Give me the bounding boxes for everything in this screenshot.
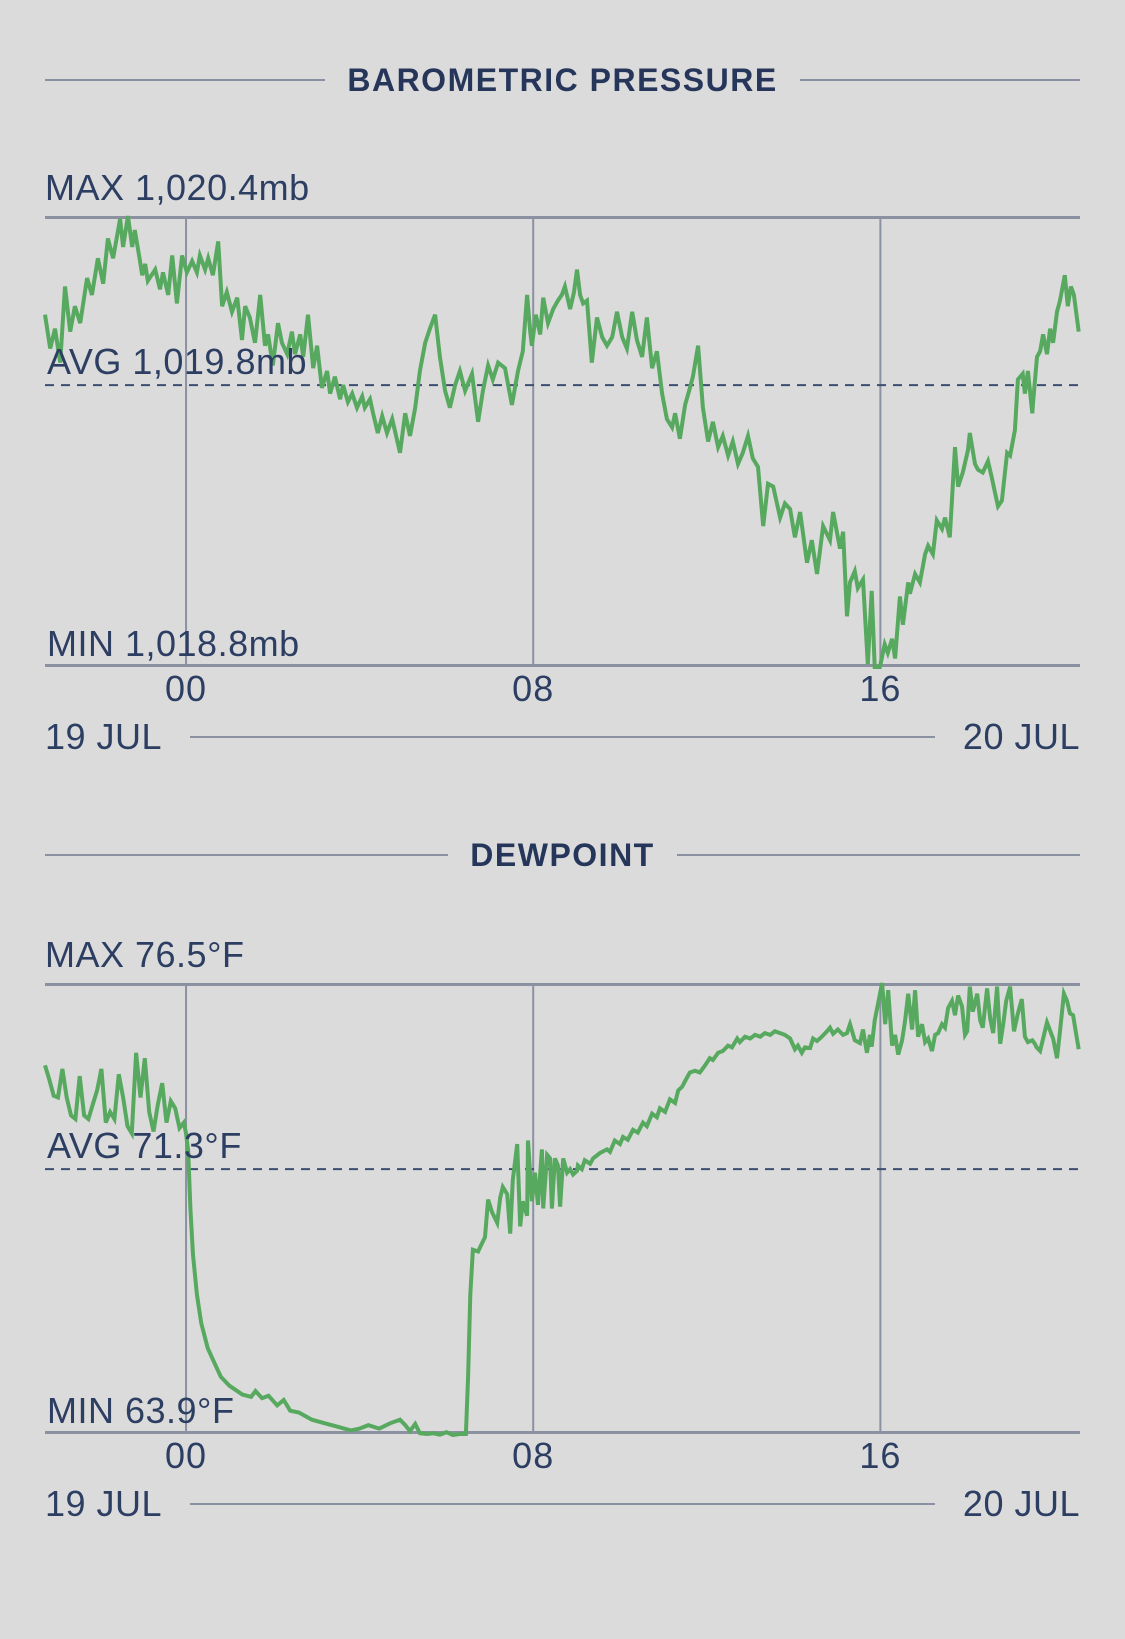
avg-value-label: AVG 71.3°F — [47, 1125, 242, 1166]
chart-canvas: AVG 1,019.8mb MIN 1,018.8mb — [43, 215, 1081, 669]
date-divider-line — [190, 735, 935, 739]
x-tick-label-00: 00 — [165, 1435, 208, 1476]
data-line-series — [43, 215, 1081, 669]
title-rule-right — [799, 79, 1080, 81]
pressure-section: BAROMETRIC PRESSURE MAX 1,020.4mb AVG 1,… — [43, 60, 1081, 757]
dewpoint-section-title: DEWPOINT — [470, 837, 655, 873]
pressure-chart[interactable]: AVG 1,019.8mb MIN 1,018.8mb — [43, 215, 1081, 669]
data-line-series — [43, 982, 1081, 1438]
pressure-x-axis-ticks: 00 08 16 — [45, 667, 1080, 709]
pressure-max-label: MAX 1,020.4mb — [45, 167, 310, 208]
dewpoint-section: DEWPOINT MAX 76.5°F AVG 71.3°F MIN 63.9°F… — [43, 835, 1081, 1524]
pressure-title-row: BAROMETRIC PRESSURE — [45, 60, 1080, 100]
min-value-label: MIN 63.9°F — [47, 1390, 234, 1431]
chart-canvas: AVG 71.3°F MIN 63.9°F — [43, 982, 1081, 1438]
dewpoint-x-axis-ticks: 00 08 16 — [45, 1434, 1080, 1476]
date-end-label: 20 JUL — [962, 1483, 1080, 1524]
date-divider-line — [190, 1502, 935, 1506]
title-rule-left — [45, 854, 449, 856]
title-rule-right — [676, 854, 1080, 856]
dewpoint-max-label: MAX 76.5°F — [45, 934, 245, 975]
title-rule-left — [45, 79, 326, 81]
dewpoint-chart[interactable]: AVG 71.3°F MIN 63.9°F — [43, 982, 1081, 1438]
pressure-section-title: BAROMETRIC PRESSURE — [347, 62, 778, 98]
x-tick-label-16: 16 — [859, 1435, 902, 1476]
x-tick-label-16: 16 — [859, 668, 902, 709]
x-tick-label-08: 08 — [512, 1435, 555, 1476]
date-start-label: 19 JUL — [45, 716, 163, 757]
date-end-label: 20 JUL — [962, 716, 1080, 757]
date-start-label: 19 JUL — [45, 1483, 163, 1524]
min-value-label: MIN 1,018.8mb — [47, 623, 300, 664]
dewpoint-date-row: 19 JUL 20 JUL — [45, 1484, 1080, 1524]
avg-value-label: AVG 1,019.8mb — [47, 341, 307, 382]
pressure-date-row: 19 JUL 20 JUL — [45, 717, 1080, 757]
x-tick-label-00: 00 — [165, 668, 208, 709]
dewpoint-title-row: DEWPOINT — [45, 835, 1080, 875]
weather-history-page: BAROMETRIC PRESSURE MAX 1,020.4mb AVG 1,… — [0, 60, 1125, 1524]
x-tick-label-08: 08 — [512, 668, 555, 709]
